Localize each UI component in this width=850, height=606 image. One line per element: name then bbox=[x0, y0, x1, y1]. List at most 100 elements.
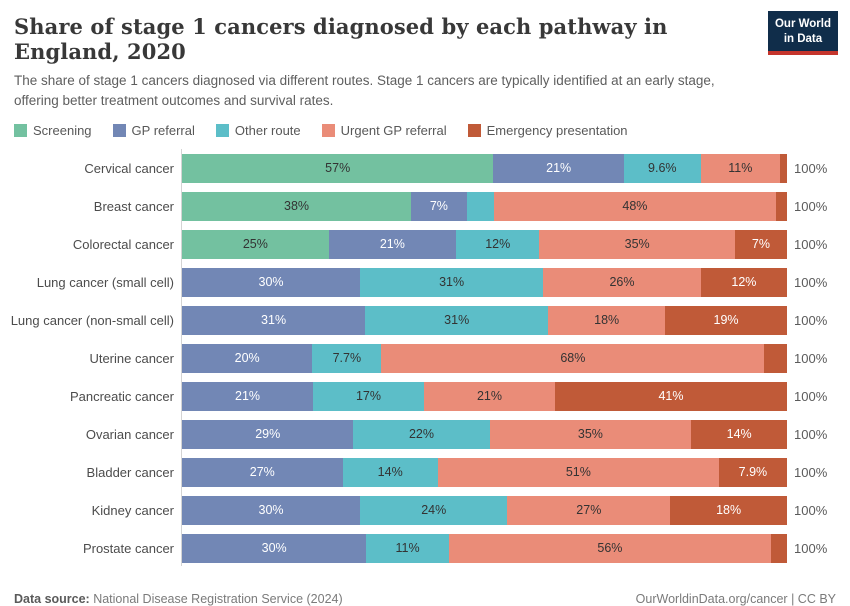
legend-swatch-icon bbox=[14, 123, 27, 137]
bar-segment-emergency-presentation[interactable] bbox=[779, 153, 788, 183]
bar-segment-emergency-presentation[interactable]: 19% bbox=[665, 305, 787, 335]
bar-segment-other-route[interactable]: 31% bbox=[360, 267, 544, 297]
bar-segment-urgent-gp-referral[interactable]: 48% bbox=[493, 191, 777, 221]
bar-segment-emergency-presentation[interactable]: 7.9% bbox=[718, 457, 787, 487]
bar-value-label: 9.6% bbox=[648, 161, 677, 176]
data-source-value: National Disease Registration Service (2… bbox=[89, 591, 343, 606]
bar-value-label: 68% bbox=[560, 351, 586, 366]
bar-value-label: 27% bbox=[576, 503, 602, 518]
bar-segment-screening[interactable]: 57% bbox=[182, 153, 494, 183]
legend-item-emergency-presentation[interactable]: Emergency presentation bbox=[467, 122, 628, 138]
chart-row-pancreatic-cancer: Pancreatic cancer 21% 17% 21% 41% 100% bbox=[0, 381, 850, 411]
bar-segment-urgent-gp-referral[interactable]: 21% bbox=[423, 381, 555, 411]
bar-segment-other-route[interactable]: 24% bbox=[360, 495, 508, 525]
category-label: Breast cancer bbox=[93, 198, 174, 214]
bar-value-label: 30% bbox=[261, 541, 287, 556]
bar-value-label: 19% bbox=[713, 313, 739, 328]
bar-segment-urgent-gp-referral[interactable]: 68% bbox=[381, 343, 765, 373]
bar-segment-screening[interactable]: 38% bbox=[182, 191, 412, 221]
bar-segment-gp-referral[interactable]: 21% bbox=[493, 153, 624, 183]
bar-segment-emergency-presentation[interactable]: 12% bbox=[700, 267, 788, 297]
legend-swatch-icon bbox=[467, 123, 481, 137]
legend-item-screening[interactable]: Screening bbox=[14, 123, 92, 138]
bar-segment-urgent-gp-referral[interactable]: 56% bbox=[448, 533, 772, 563]
bar-segment-other-route[interactable]: 31% bbox=[365, 305, 549, 335]
stacked-bar: 31% 31% 18% 19% bbox=[182, 305, 787, 335]
stacked-bar: 30% 31% 26% 12% bbox=[182, 267, 788, 297]
bar-segment-urgent-gp-referral[interactable]: 51% bbox=[437, 457, 719, 487]
total-label: 100% bbox=[794, 540, 828, 556]
legend-item-gp-referral[interactable]: GP referral bbox=[112, 122, 195, 138]
bar-segment-emergency-presentation[interactable]: 18% bbox=[670, 495, 787, 525]
category-label: Prostate cancer bbox=[82, 540, 174, 556]
legend-label: Emergency presentation bbox=[486, 122, 628, 138]
bar-segment-gp-referral[interactable]: 21% bbox=[182, 381, 314, 411]
bar-segment-emergency-presentation[interactable] bbox=[771, 533, 787, 563]
bar-segment-emergency-presentation[interactable]: 7% bbox=[734, 229, 788, 259]
page-title: Share of stage 1 cancers diagnosed by ea… bbox=[14, 14, 668, 65]
stacked-bar: 38% 7% 48% bbox=[182, 191, 787, 221]
bar-segment-emergency-presentation[interactable] bbox=[764, 343, 787, 373]
bar-segment-urgent-gp-referral[interactable]: 11% bbox=[700, 153, 780, 183]
bar-segment-emergency-presentation[interactable] bbox=[776, 191, 787, 221]
bar-segment-gp-referral[interactable]: 29% bbox=[182, 419, 354, 449]
bar-segment-screening[interactable]: 25% bbox=[182, 229, 329, 259]
stacked-bar: 27% 14% 51% 7.9% bbox=[182, 457, 787, 487]
category-label: Ovarian cancer bbox=[85, 426, 174, 442]
bar-segment-urgent-gp-referral[interactable]: 35% bbox=[539, 229, 735, 259]
bar-segment-other-route[interactable]: 12% bbox=[456, 229, 540, 259]
bar-value-label: 25% bbox=[242, 237, 268, 252]
chart-row-lung-cancer-small-cell: Lung cancer (small cell) 30% 31% 26% 12% 100% bbox=[0, 267, 850, 297]
legend-swatch-icon bbox=[112, 123, 126, 137]
bar-segment-other-route[interactable]: 9.6% bbox=[623, 153, 701, 183]
bar-segment-gp-referral[interactable]: 27% bbox=[182, 457, 343, 487]
bar-segment-urgent-gp-referral[interactable]: 35% bbox=[489, 419, 692, 449]
bar-segment-urgent-gp-referral[interactable]: 26% bbox=[543, 267, 701, 297]
bar-segment-gp-referral[interactable]: 30% bbox=[182, 267, 361, 297]
bar-segment-urgent-gp-referral[interactable]: 18% bbox=[548, 305, 666, 335]
y-axis-line bbox=[181, 148, 182, 566]
bar-value-label: 57% bbox=[325, 161, 351, 176]
bar-value-label: 12% bbox=[485, 237, 511, 252]
legend-label: GP referral bbox=[131, 122, 195, 138]
bar-segment-gp-referral[interactable]: 20% bbox=[182, 343, 313, 373]
footer-separator: | bbox=[787, 591, 798, 606]
legend-item-other-route[interactable]: Other route bbox=[215, 123, 301, 138]
bar-segment-other-route[interactable] bbox=[466, 191, 494, 221]
bar-segment-gp-referral[interactable]: 21% bbox=[328, 229, 456, 259]
category-label: Cervical cancer bbox=[84, 160, 174, 176]
bar-segment-emergency-presentation[interactable]: 41% bbox=[554, 381, 788, 411]
category-label: Pancreatic cancer bbox=[69, 388, 174, 404]
bar-segment-other-route[interactable]: 11% bbox=[366, 533, 449, 563]
bar-value-label: 14% bbox=[726, 427, 752, 442]
bar-value-label: 14% bbox=[377, 465, 403, 480]
bar-value-label: 26% bbox=[609, 275, 635, 290]
data-source-note: Data source: National Disease Registrati… bbox=[14, 592, 343, 606]
bar-value-label: 7% bbox=[429, 199, 448, 214]
category-label: Kidney cancer bbox=[91, 502, 174, 518]
bar-segment-urgent-gp-referral[interactable]: 27% bbox=[507, 495, 671, 525]
bar-segment-gp-referral[interactable]: 31% bbox=[182, 305, 366, 335]
bar-value-label: 21% bbox=[546, 161, 572, 176]
bar-value-label: 18% bbox=[594, 313, 620, 328]
owid-url-link[interactable]: OurWorldinData.org/cancer bbox=[635, 591, 788, 606]
owid-logo[interactable]: Our World in Data bbox=[767, 11, 838, 55]
bar-segment-other-route[interactable]: 17% bbox=[313, 381, 424, 411]
bar-value-label: 18% bbox=[716, 503, 742, 518]
bar-segment-other-route[interactable]: 14% bbox=[342, 457, 438, 487]
bar-value-label: 7.9% bbox=[738, 465, 768, 480]
category-label: Uterine cancer bbox=[89, 350, 174, 366]
category-label: Colorectal cancer bbox=[72, 236, 174, 252]
bar-segment-other-route[interactable]: 7.7% bbox=[312, 343, 382, 373]
bar-segment-gp-referral[interactable]: 30% bbox=[182, 533, 367, 563]
bar-segment-emergency-presentation[interactable]: 14% bbox=[691, 419, 787, 449]
bar-value-label: 7.7% bbox=[332, 351, 362, 366]
bar-value-label: 29% bbox=[255, 427, 281, 442]
total-label: 100% bbox=[794, 236, 828, 252]
bar-segment-other-route[interactable]: 22% bbox=[353, 419, 490, 449]
bar-segment-gp-referral[interactable]: 7% bbox=[411, 191, 467, 221]
bar-value-label: 17% bbox=[355, 389, 381, 404]
bar-segment-gp-referral[interactable]: 30% bbox=[182, 495, 361, 525]
total-label: 100% bbox=[794, 274, 828, 290]
legend-item-urgent-gp-referral[interactable]: Urgent GP referral bbox=[321, 123, 447, 138]
